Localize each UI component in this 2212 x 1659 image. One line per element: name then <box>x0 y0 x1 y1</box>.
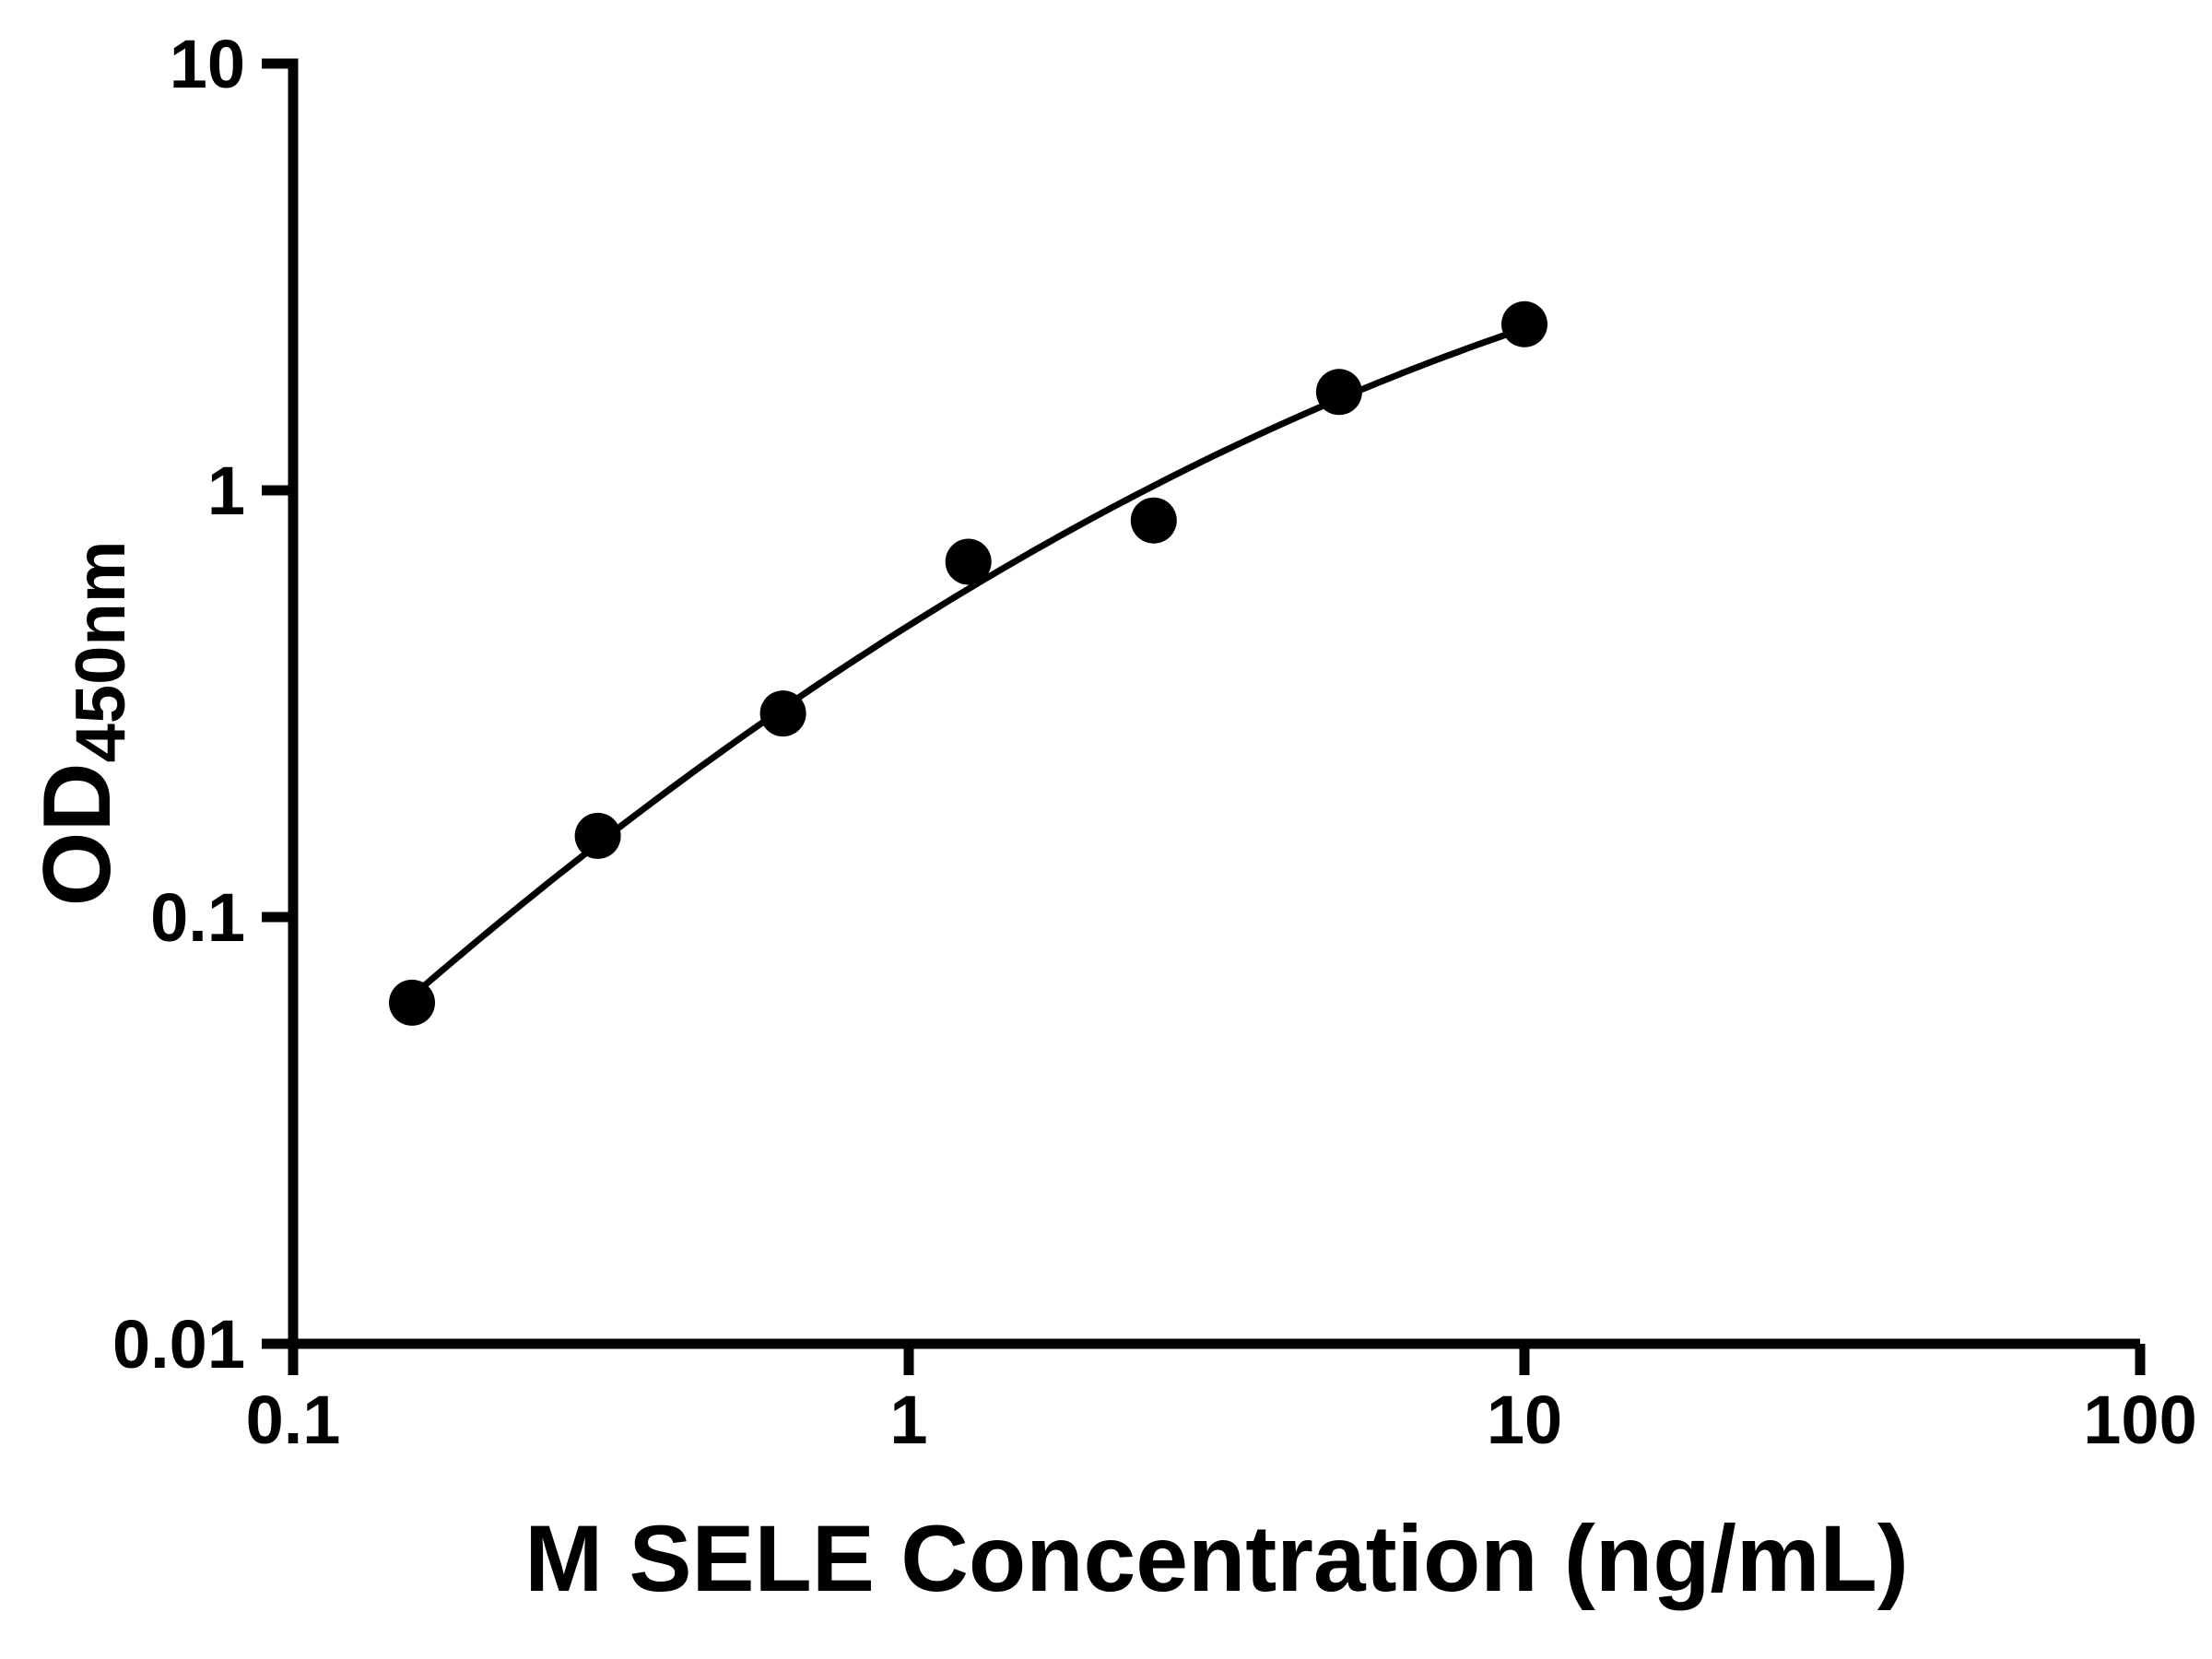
y-axis-label-subscript: 450nm <box>62 540 140 763</box>
y-axis-label: OD450nm <box>24 541 140 907</box>
data-point <box>945 538 992 585</box>
data-point <box>759 690 806 737</box>
axes <box>288 58 2140 1349</box>
x-tick-label: 0.1 <box>246 1382 341 1458</box>
data-point <box>389 979 435 1026</box>
x-axis-label: M SELE Concentration (ng/mL) <box>524 1506 1909 1611</box>
x-tick-label: 1 <box>889 1382 927 1458</box>
data-point <box>574 812 621 859</box>
data-point <box>1130 497 1177 544</box>
y-axis-label-main: OD <box>24 762 131 907</box>
data-point <box>1315 369 1362 416</box>
y-tick-label: 0.1 <box>150 879 245 956</box>
y-tick-label: 1 <box>207 453 245 529</box>
y-tick-label: 0.01 <box>112 1306 245 1382</box>
y-tick-label: 10 <box>170 26 245 102</box>
x-tick-label: 10 <box>1487 1382 1562 1458</box>
fit-curve <box>408 324 1528 1000</box>
x-tick-label: 100 <box>2083 1382 2196 1458</box>
data-point <box>1501 300 1547 347</box>
